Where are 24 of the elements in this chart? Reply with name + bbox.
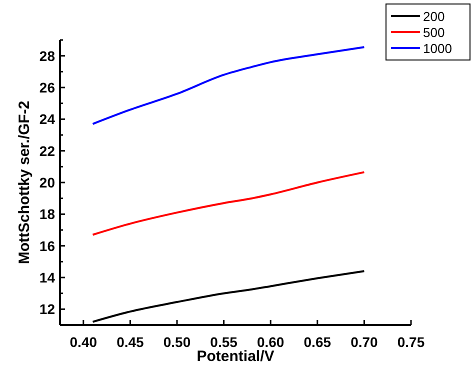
y-tick-label: 28 xyxy=(39,48,56,64)
y-tick-label: 26 xyxy=(39,80,56,96)
y-tick-label: 20 xyxy=(39,174,56,190)
legend-label: 200 xyxy=(423,9,445,24)
x-tick-label: 0.70 xyxy=(350,334,378,350)
x-tick-label: 0.50 xyxy=(163,334,191,350)
x-tick-label: 0.40 xyxy=(70,334,98,350)
x-tick-label: 0.75 xyxy=(397,334,425,350)
x-tick-label: 0.45 xyxy=(116,334,144,350)
x-tick-label: 0.55 xyxy=(210,334,238,350)
line-series xyxy=(92,46,366,125)
y-tick-label: 16 xyxy=(39,238,56,254)
y-tick-label: 14 xyxy=(39,270,56,286)
legend-label: 500 xyxy=(423,25,445,40)
x-tick-label: 0.60 xyxy=(256,334,284,350)
legend-label: 1000 xyxy=(423,41,452,56)
x-tick-label: 0.65 xyxy=(304,334,332,350)
y-tick-label: 24 xyxy=(39,111,56,128)
y-tick-label: 18 xyxy=(39,206,56,222)
y-tick-label: 22 xyxy=(39,142,56,159)
y-axis-title: MottSchottky ser./GF-2 xyxy=(16,100,33,264)
y-tick-label: 12 xyxy=(39,301,56,318)
line-series xyxy=(92,171,366,236)
x-axis-title: Potential/V xyxy=(196,348,274,365)
